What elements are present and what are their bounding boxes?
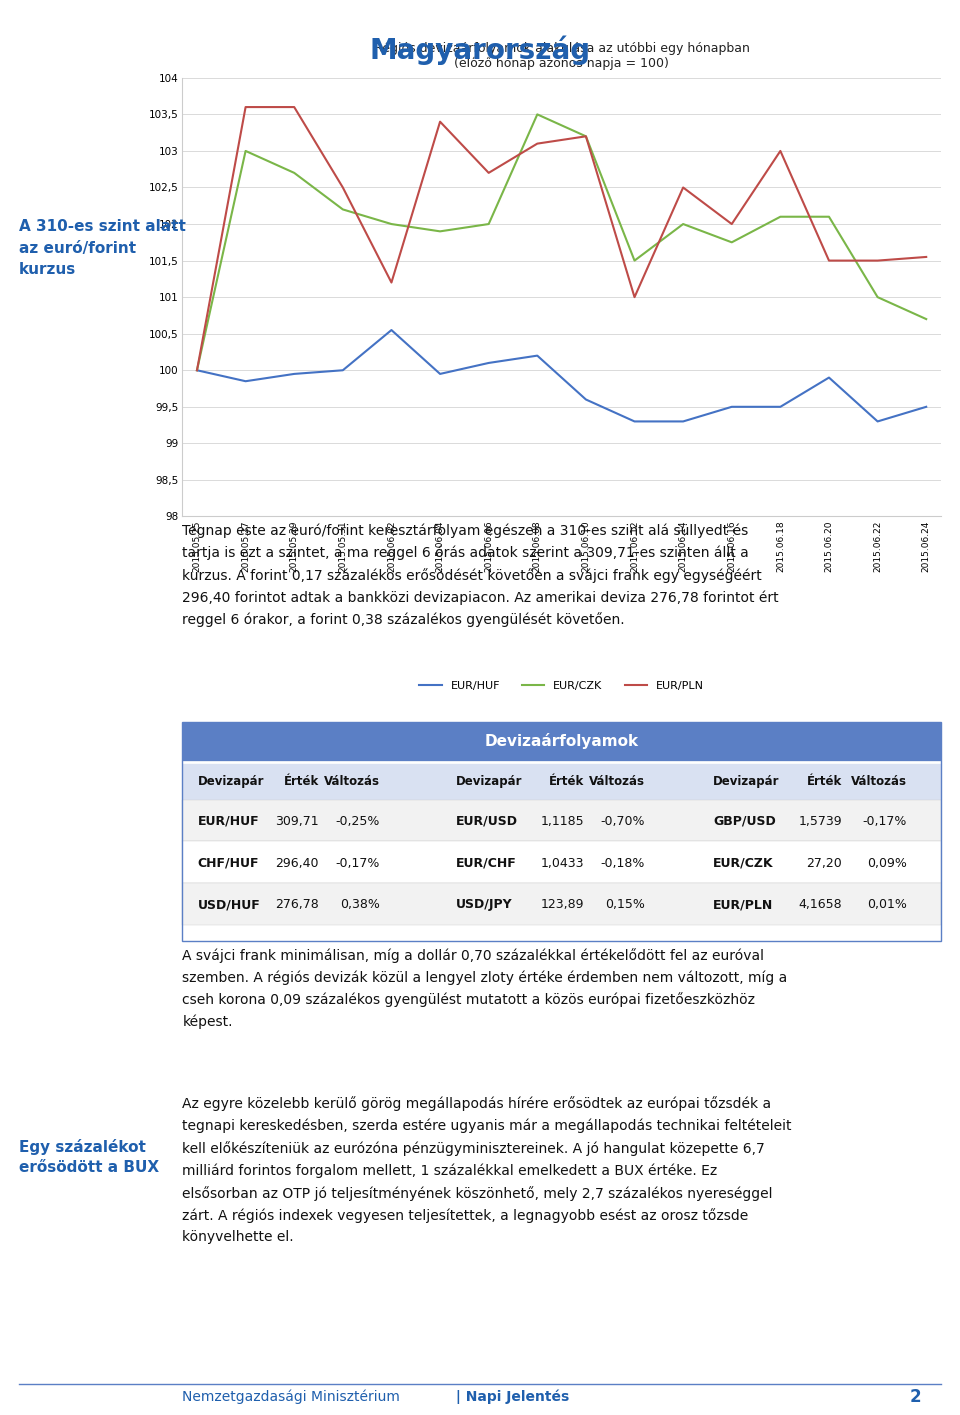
- Text: EUR/CHF: EUR/CHF: [455, 856, 516, 870]
- Text: 0,01%: 0,01%: [867, 899, 906, 911]
- Text: Devizapár: Devizapár: [455, 775, 522, 788]
- Text: 0,15%: 0,15%: [605, 899, 645, 911]
- Text: Tegnap este az euró/forint keresztárfolyam egészen a 310-es szint alá süllyedt é: Tegnap este az euró/forint keresztárfoly…: [182, 524, 779, 627]
- Text: Érték: Érték: [283, 775, 319, 788]
- Text: 0,38%: 0,38%: [340, 899, 379, 911]
- Text: Változás: Változás: [589, 775, 645, 788]
- Text: 4,1658: 4,1658: [799, 899, 842, 911]
- Text: Változás: Változás: [324, 775, 379, 788]
- FancyBboxPatch shape: [182, 799, 941, 841]
- Text: 27,20: 27,20: [806, 856, 842, 870]
- Text: A 310-es szint alatt: A 310-es szint alatt: [19, 219, 186, 235]
- Text: Devizapár: Devizapár: [198, 775, 264, 788]
- Text: 309,71: 309,71: [276, 815, 319, 828]
- Text: 1,1185: 1,1185: [540, 815, 585, 828]
- Text: -0,17%: -0,17%: [335, 856, 379, 870]
- Text: Érték: Érték: [549, 775, 585, 788]
- Text: 1,0433: 1,0433: [540, 856, 585, 870]
- Title: Régiós devizaárfolyamok alakulása az utóbbi egy hónapban
(előző hónap azonos nap: Régiós devizaárfolyamok alakulása az utó…: [373, 41, 750, 69]
- FancyBboxPatch shape: [182, 722, 941, 761]
- Text: Változás: Változás: [851, 775, 906, 788]
- Text: -0,25%: -0,25%: [335, 815, 379, 828]
- Text: Devizapár: Devizapár: [713, 775, 780, 788]
- Text: 123,89: 123,89: [540, 899, 585, 911]
- Text: Érték: Érték: [807, 775, 842, 788]
- Text: | Napi Jelentés: | Napi Jelentés: [451, 1390, 569, 1404]
- Text: USD/JPY: USD/JPY: [455, 899, 512, 911]
- Legend: EUR/HUF, EUR/CZK, EUR/PLN: EUR/HUF, EUR/CZK, EUR/PLN: [415, 676, 708, 695]
- Text: az euró/forint: az euró/forint: [19, 241, 136, 256]
- Text: EUR/HUF: EUR/HUF: [198, 815, 259, 828]
- Text: Nemzetgazdasági Minisztérium: Nemzetgazdasági Minisztérium: [182, 1390, 400, 1404]
- Text: 296,40: 296,40: [276, 856, 319, 870]
- Text: A svájci frank minimálisan, míg a dollár 0,70 százalékkal értékelődött fel az eu: A svájci frank minimálisan, míg a dollár…: [182, 948, 787, 1029]
- Text: Devizaárfolyamok: Devizaárfolyamok: [485, 733, 638, 750]
- Text: erősödött a BUX: erősödött a BUX: [19, 1160, 159, 1176]
- Text: USD/HUF: USD/HUF: [198, 899, 260, 911]
- Text: -0,70%: -0,70%: [601, 815, 645, 828]
- Text: kurzus: kurzus: [19, 262, 77, 277]
- Text: CHF/HUF: CHF/HUF: [198, 856, 259, 870]
- Text: 0,09%: 0,09%: [867, 856, 906, 870]
- Text: EUR/USD: EUR/USD: [455, 815, 517, 828]
- Text: EUR/PLN: EUR/PLN: [713, 899, 774, 911]
- Text: 1,5739: 1,5739: [799, 815, 842, 828]
- Text: Magyarország: Magyarország: [370, 35, 590, 65]
- FancyBboxPatch shape: [182, 841, 941, 883]
- FancyBboxPatch shape: [182, 763, 941, 801]
- Text: 2: 2: [910, 1388, 922, 1405]
- Text: 276,78: 276,78: [276, 899, 319, 911]
- Text: GBP/USD: GBP/USD: [713, 815, 776, 828]
- Text: -0,18%: -0,18%: [601, 856, 645, 870]
- Text: EUR/CZK: EUR/CZK: [713, 856, 774, 870]
- Text: Egy százalékot: Egy százalékot: [19, 1139, 146, 1155]
- Text: -0,17%: -0,17%: [862, 815, 906, 828]
- Text: Az egyre közelebb kerülő görög megállapodás hírére erősödtek az európai tőzsdék : Az egyre közelebb kerülő görög megállapo…: [182, 1097, 792, 1244]
- FancyBboxPatch shape: [182, 883, 941, 924]
